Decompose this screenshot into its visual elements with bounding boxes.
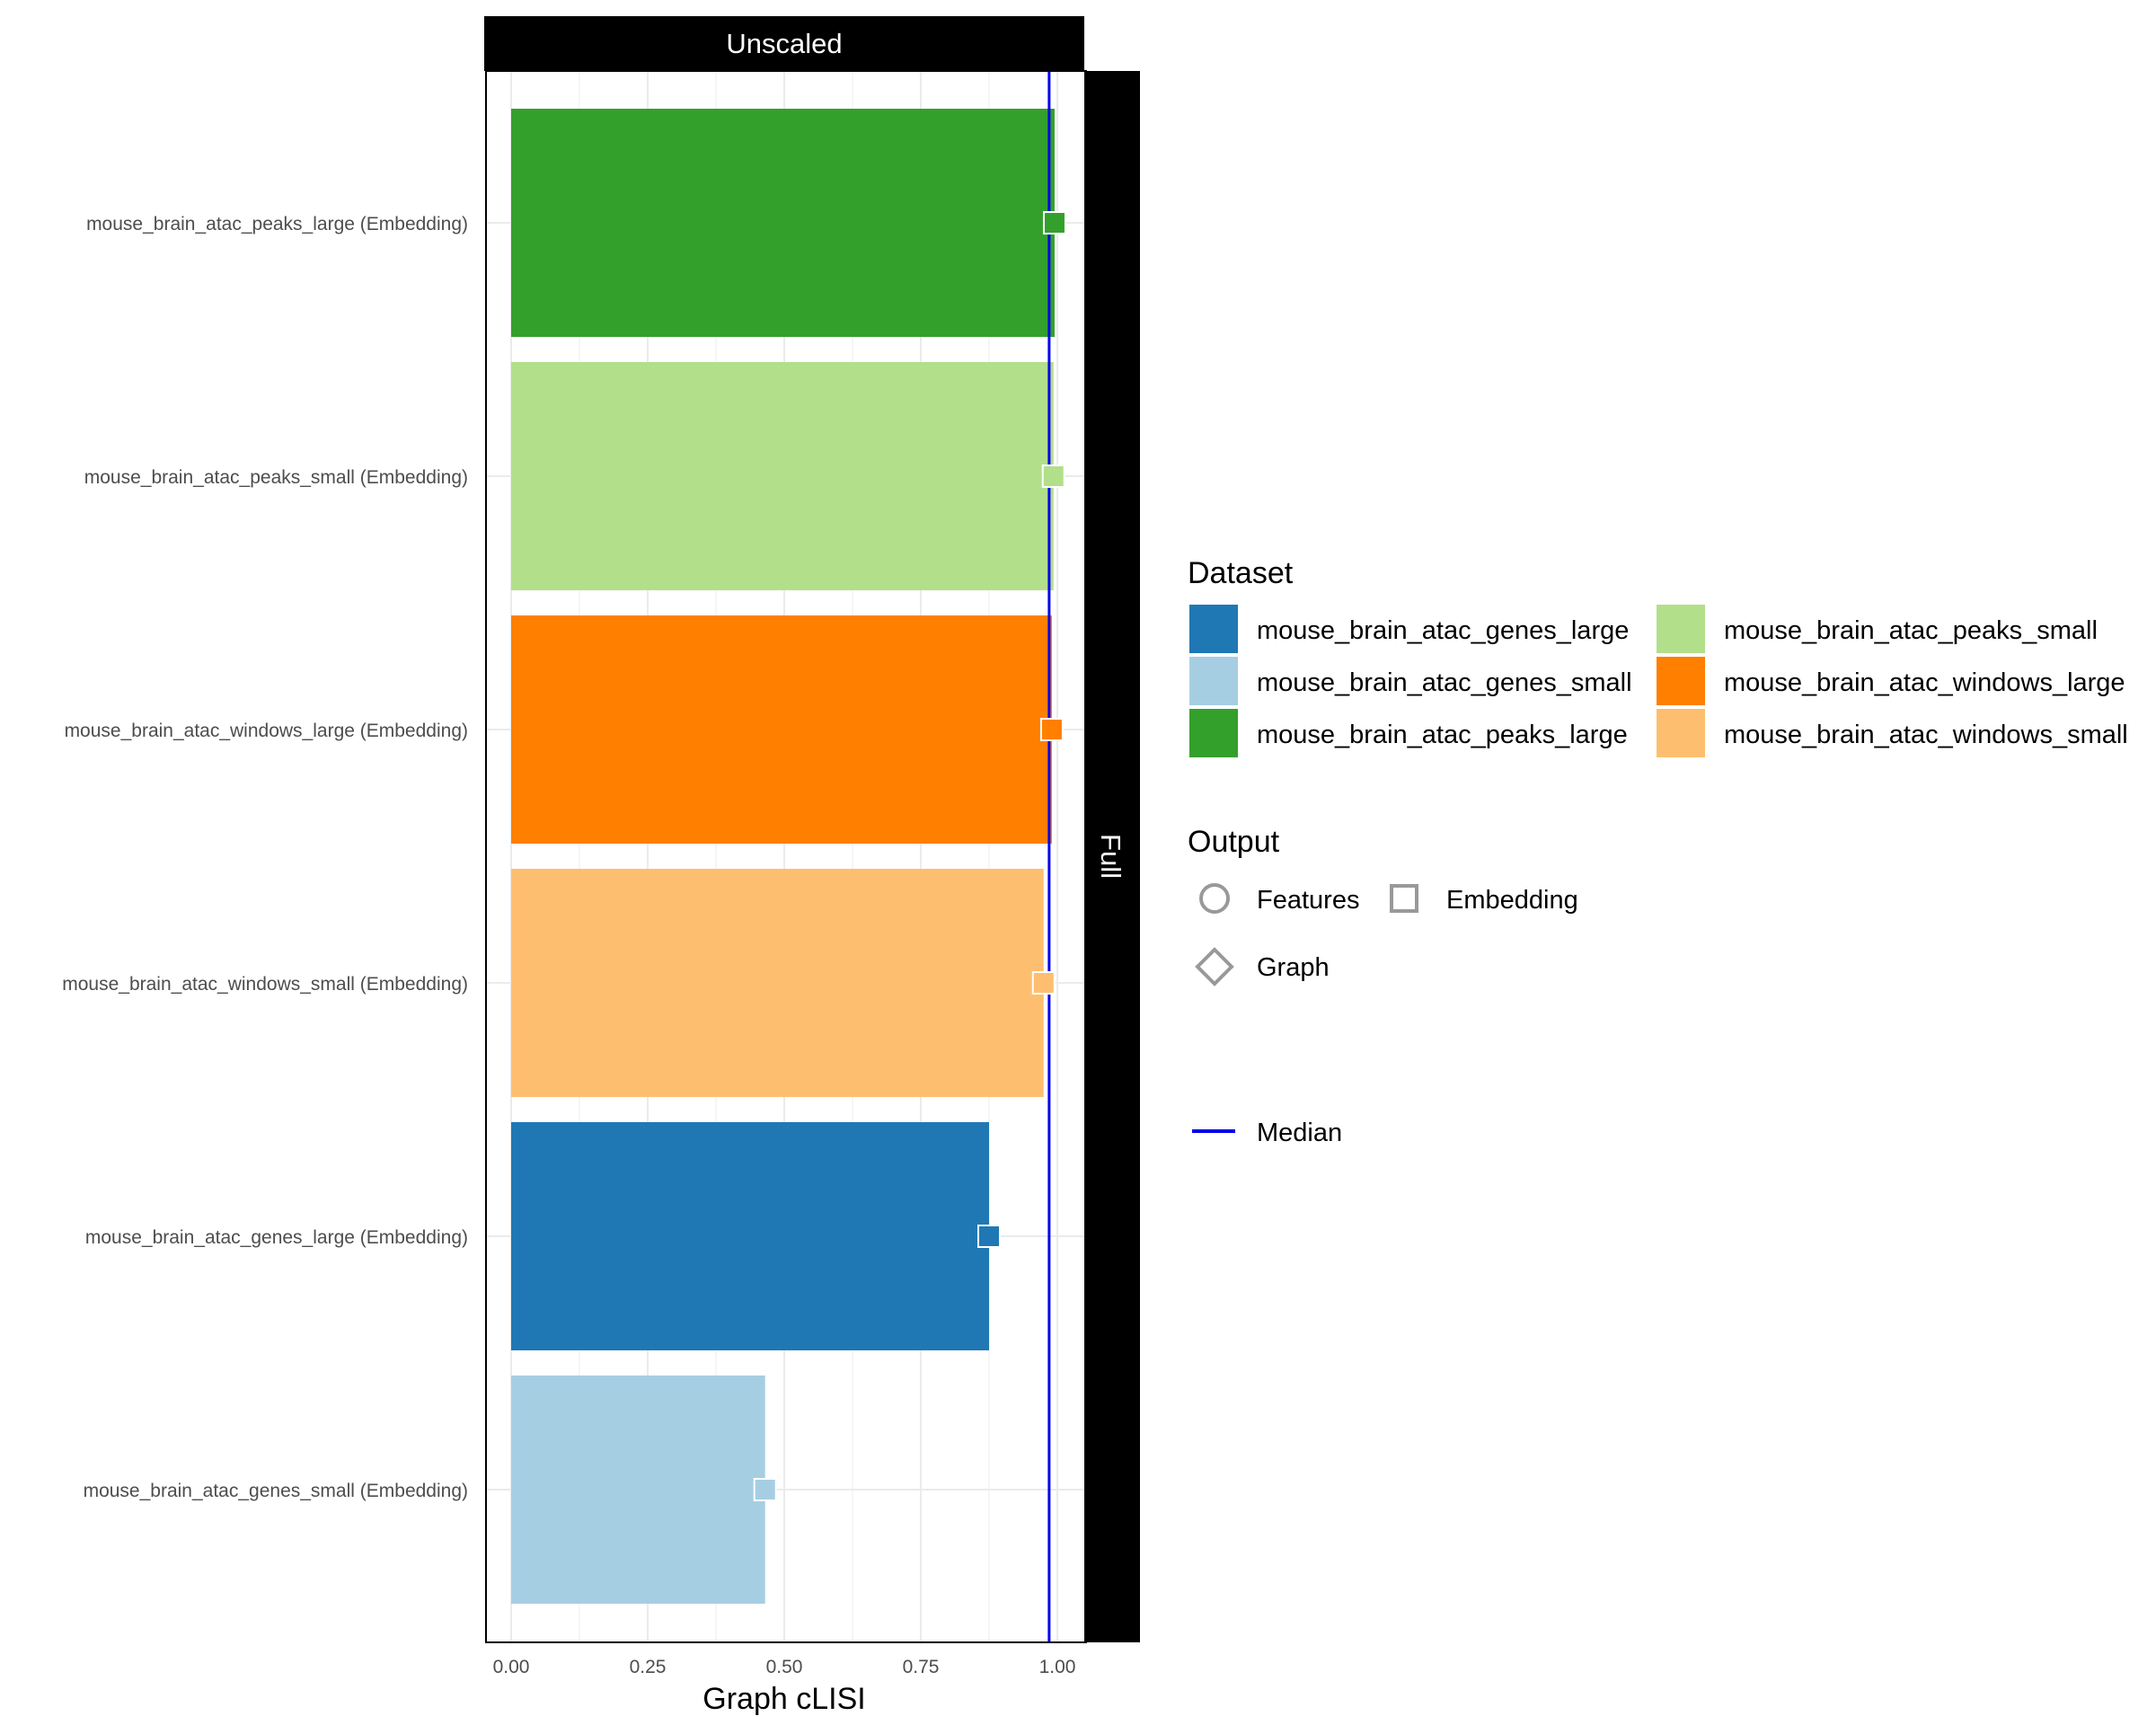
legend-dataset-label: mouse_brain_atac_genes_large (1257, 616, 1629, 645)
legend-median-label: Median (1257, 1119, 1342, 1147)
legend-output-graph: Graph (1195, 947, 1330, 986)
facet-strip-right-label: Full (1095, 834, 1127, 879)
legend-dataset-label: mouse_brain_atac_windows_large (1724, 668, 2125, 697)
bar (511, 109, 1055, 337)
x-tick-label: 0.25 (630, 1657, 667, 1677)
legend-output-graph-label: Graph (1257, 953, 1330, 982)
legend-swatch (1189, 657, 1238, 705)
legend-swatch (1189, 605, 1238, 653)
legend-dataset-entries: mouse_brain_atac_genes_large mouse_brain_… (1189, 605, 2128, 757)
legend-output-embedding-label: Embedding (1446, 886, 1578, 915)
bar (511, 615, 1052, 844)
point-square (1042, 211, 1066, 234)
facet-strip-right (1084, 71, 1140, 1642)
x-tick-labels: 0.00 0.25 0.50 0.75 1.00 (493, 1657, 1076, 1677)
x-tick-label: 1.00 (1039, 1657, 1076, 1677)
legend-median: Median (1192, 1119, 1342, 1147)
point-layer (753, 211, 1066, 1501)
point-square (1039, 718, 1064, 741)
legend-output-features-label: Features (1257, 886, 1359, 915)
point-square (977, 1225, 1001, 1248)
legend: Dataset mouse_brain_atac_genes_largemous… (1188, 556, 2128, 1147)
bar (511, 1376, 765, 1604)
facet-strip-top-label: Unscaled (726, 28, 842, 59)
x-tick-label: 0.00 (493, 1657, 530, 1677)
legend-swatch (1657, 657, 1705, 705)
point-square (1041, 464, 1065, 488)
point-square (753, 1478, 777, 1501)
x-tick-label: 0.50 (766, 1657, 803, 1677)
y-tick-label: mouse_brain_atac_genes_large (Embedding) (85, 1227, 468, 1248)
diamond-icon (1195, 947, 1234, 986)
legend-output-features: Features (1199, 883, 1359, 915)
legend-swatch (1657, 605, 1705, 653)
y-tick-label: mouse_brain_atac_peaks_large (Embedding) (86, 214, 468, 234)
y-tick-label: mouse_brain_atac_peaks_small (Embedding) (84, 467, 468, 488)
x-axis-title: Graph cLISI (702, 1682, 865, 1716)
bar (511, 1122, 989, 1350)
legend-output-title: Output (1188, 825, 1280, 859)
x-tick-label: 0.75 (903, 1657, 940, 1677)
circle-icon (1199, 883, 1230, 914)
y-tick-label: mouse_brain_atac_genes_small (Embedding) (84, 1481, 468, 1501)
bar (511, 869, 1044, 1097)
y-tick-label: mouse_brain_atac_windows_large (Embeddin… (65, 721, 468, 741)
legend-dataset-title: Dataset (1188, 556, 1294, 590)
bar-layer (511, 109, 1055, 1604)
point-square (1031, 971, 1056, 995)
bar (511, 362, 1054, 590)
square-icon (1390, 884, 1418, 913)
y-tick-label: mouse_brain_atac_windows_small (Embeddin… (62, 974, 468, 995)
legend-dataset-label: mouse_brain_atac_windows_small (1724, 721, 2128, 749)
legend-dataset-label: mouse_brain_atac_genes_small (1257, 668, 1632, 697)
y-tick-labels: mouse_brain_atac_peaks_large (Embedding)… (62, 214, 468, 1501)
legend-swatch (1189, 709, 1238, 757)
legend-dataset-label: mouse_brain_atac_peaks_small (1724, 616, 2098, 645)
legend-output-embedding: Embedding (1390, 884, 1578, 915)
legend-dataset-label: mouse_brain_atac_peaks_large (1257, 721, 1628, 749)
facet-strip-top (484, 16, 1084, 71)
legend-swatch (1657, 709, 1705, 757)
